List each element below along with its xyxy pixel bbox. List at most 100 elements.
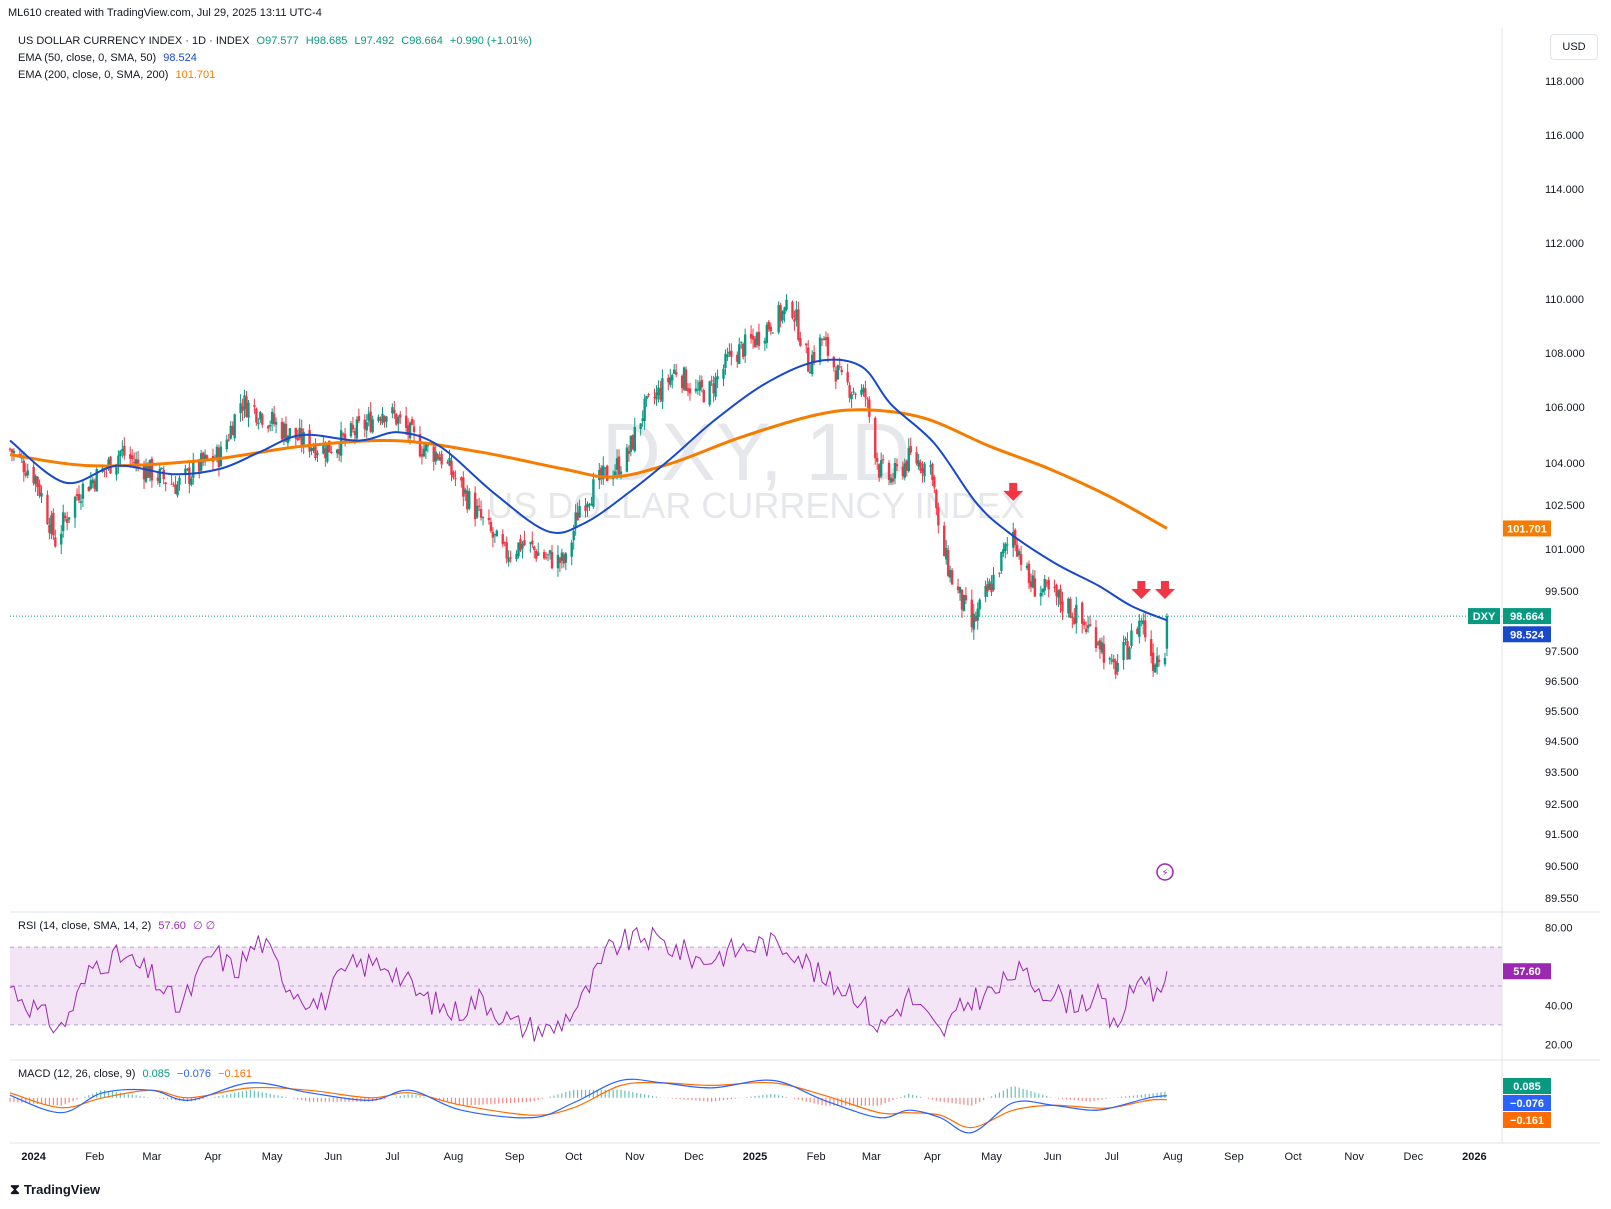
candle <box>990 575 993 597</box>
candle-body <box>1069 599 1072 618</box>
candle-body <box>89 480 93 489</box>
candle <box>1136 626 1139 635</box>
candle-body <box>797 309 800 340</box>
candle-body <box>696 389 700 391</box>
ema50-legend[interactable]: EMA (50, close, 0, SMA, 50) 98.524 <box>18 52 201 64</box>
candle-body <box>879 460 883 477</box>
candle-body <box>385 416 388 422</box>
symbol-title[interactable]: US DOLLAR CURRENCY INDEX · 1D · INDEX <box>18 35 250 47</box>
candle <box>753 336 757 349</box>
candle-body <box>117 455 120 465</box>
candle-body <box>454 478 457 480</box>
candle <box>257 417 260 430</box>
candle-body <box>1163 658 1167 665</box>
candle-body <box>243 395 246 410</box>
candle <box>1116 653 1119 676</box>
candle-body <box>316 452 319 455</box>
candle <box>434 444 437 465</box>
candle <box>887 460 891 486</box>
candle-body <box>330 451 333 454</box>
candle-body <box>310 448 313 451</box>
candle-body <box>422 448 426 457</box>
candle-body <box>1031 575 1035 588</box>
ema200-legend[interactable]: EMA (200, close, 0, SMA, 200) 101.701 <box>18 69 219 81</box>
candle-body <box>1033 578 1037 597</box>
candle <box>383 415 386 428</box>
currency-button[interactable]: USD <box>1550 34 1598 60</box>
candle <box>446 459 449 465</box>
candle <box>755 331 759 348</box>
candle <box>799 331 802 347</box>
candle-body <box>753 338 757 348</box>
candle-body <box>722 368 725 379</box>
candle <box>50 510 53 540</box>
candle <box>46 490 49 525</box>
candle-body <box>680 375 684 389</box>
candle-body <box>261 414 264 425</box>
candle <box>391 403 394 419</box>
candle <box>1149 630 1153 664</box>
candle-body <box>848 385 851 398</box>
candle-body <box>986 584 989 592</box>
candle <box>810 350 814 377</box>
candle <box>1045 579 1048 588</box>
candle-body <box>132 462 136 464</box>
candle-body <box>280 421 284 440</box>
candle <box>724 349 727 375</box>
candle <box>404 406 408 436</box>
candle <box>702 388 705 403</box>
ema50-value: 98.524 <box>163 52 197 64</box>
candle <box>243 389 246 419</box>
candle <box>89 472 93 491</box>
candle <box>797 301 800 342</box>
candle <box>684 366 688 392</box>
ema200-tag-value: 101.701 <box>1507 523 1547 535</box>
candle-body <box>328 440 331 453</box>
candle <box>627 445 631 462</box>
candle-body <box>558 557 562 564</box>
rsi-tick-label: 40.00 <box>1545 1000 1573 1012</box>
candle <box>186 468 189 472</box>
candle-body <box>115 464 118 475</box>
candle <box>558 556 562 573</box>
hist-legend-value: −0.161 <box>218 1068 252 1080</box>
candle <box>822 336 826 341</box>
candle-body <box>1053 586 1056 588</box>
candle <box>546 553 550 562</box>
candle <box>188 461 191 494</box>
macd-legend[interactable]: MACD (12, 26, close, 9) 0.085 −0.076 −0.… <box>18 1068 256 1080</box>
last-price-tag-value: 98.664 <box>1510 611 1545 623</box>
rsi-legend[interactable]: RSI (14, close, SMA, 14, 2) 57.60 ∅ ∅ <box>18 919 219 932</box>
candle <box>491 526 495 548</box>
candle-body <box>464 489 467 494</box>
candle <box>741 342 745 360</box>
candle-body <box>1012 531 1015 548</box>
candle-body <box>503 542 506 544</box>
candle <box>52 508 55 540</box>
candle <box>464 487 467 502</box>
candle-body <box>866 398 869 400</box>
candle-body <box>353 430 357 436</box>
candle-body <box>219 446 223 467</box>
candle-body <box>300 428 303 446</box>
candle <box>1110 653 1113 665</box>
candle-body <box>956 586 960 590</box>
candle-body <box>962 595 966 611</box>
candle <box>948 565 952 583</box>
candle <box>255 407 258 426</box>
candle <box>645 395 648 408</box>
price-tick-label: 110.000 <box>1545 294 1584 306</box>
candle <box>1088 615 1092 627</box>
candle <box>239 394 242 422</box>
candle-body <box>998 572 1001 574</box>
price-tick-label: 97.500 <box>1545 646 1579 658</box>
candle-body <box>919 462 922 472</box>
candle <box>190 475 193 487</box>
candle <box>639 423 642 436</box>
candle-body <box>253 405 256 407</box>
candle <box>708 380 711 407</box>
candle <box>62 504 65 538</box>
candle <box>905 459 908 477</box>
candle-body <box>1126 640 1129 660</box>
